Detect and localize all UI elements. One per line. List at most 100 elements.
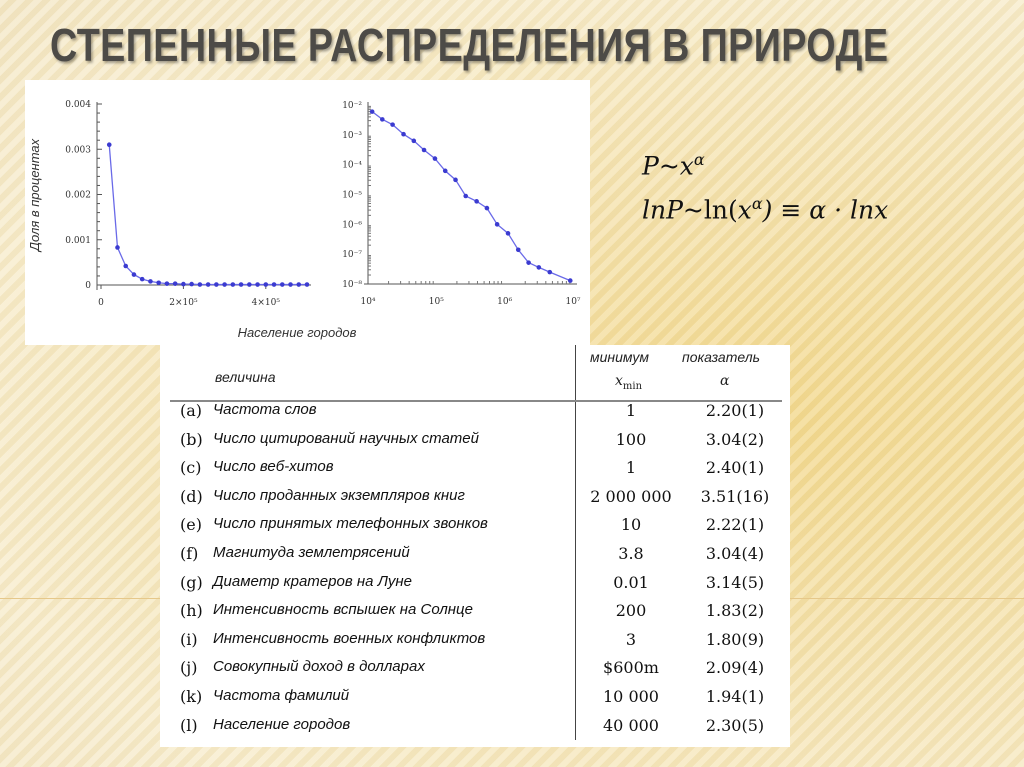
y-axis-label: Доля в процентах [27, 138, 42, 253]
x-tick-label: 0 [98, 298, 104, 308]
row-alpha: 2.30(5) [705, 715, 765, 735]
header-rule [170, 400, 782, 402]
formula-text: P~x [642, 151, 694, 181]
row-alpha: 2.20(1) [705, 401, 765, 420]
data-point [172, 281, 178, 286]
y-tick-label: 10⁻⁷ [342, 250, 362, 260]
data-point [304, 282, 310, 287]
data-point [474, 199, 479, 204]
charts-panel: 0 0.001 0.002 0.003 0.004 0 2×10⁵ 4×10⁵ Доля в п… [25, 80, 590, 345]
data-point [296, 282, 302, 287]
data-point [148, 279, 153, 284]
row-name: Магнитуда землетрясений [213, 544, 410, 561]
row-xmin: 3.8 [618, 544, 644, 563]
row-name: Частота слов [213, 401, 317, 418]
row-name: Число принятых телефонных звонков [213, 515, 488, 533]
data-point [515, 247, 521, 253]
table-row: (l) Население городов 40 000 2.30(5) [160, 716, 790, 744]
row-label: (h) [180, 601, 203, 621]
data-point [505, 231, 511, 236]
data-point [421, 147, 427, 153]
data-point [197, 282, 203, 287]
table-row: (c) Число веб-хитов 1 2.40(1) [160, 458, 790, 486]
row-xmin: 1 [625, 458, 637, 478]
x-tick-label: 4×10⁵ [252, 298, 281, 308]
data-point [189, 281, 194, 287]
table-row: (g) Диаметр кратеров на Луне 0.01 3.14(5) [160, 573, 790, 601]
y-tick-label: 0.001 [65, 236, 91, 246]
row-name: Число веб-хитов [213, 458, 334, 476]
row-name: Население городов [213, 715, 351, 733]
row-xmin: 2 000 000 [590, 486, 672, 506]
row-name: Число цитирований научных статей [213, 429, 479, 447]
y-tick-label: 0.004 [65, 100, 91, 110]
data-point [238, 282, 244, 287]
x-tick-label: 2×10⁵ [169, 298, 198, 308]
header-exponent: показатель [682, 349, 760, 365]
row-xmin: 10 [620, 515, 642, 535]
data-point [181, 281, 186, 287]
data-point [106, 142, 112, 148]
formula-text: x [737, 195, 752, 225]
column-divider [575, 345, 576, 740]
data-point [205, 282, 211, 287]
table-row: (a) Частота слов 1 2.20(1) [160, 401, 790, 429]
data-point [255, 282, 260, 287]
y-tick-label: 10⁻² [342, 101, 362, 111]
row-alpha: 3.04(4) [705, 544, 765, 563]
data-point [115, 245, 120, 250]
row-label: (l) [180, 715, 198, 735]
x-axis-label: Население городов [238, 325, 357, 340]
data-point [463, 193, 468, 199]
formula-exponent: α [693, 150, 705, 169]
row-label: (k) [180, 687, 203, 706]
row-label: (j) [180, 658, 198, 678]
data-point [214, 282, 219, 287]
row-label: (c) [180, 458, 202, 478]
data-point [139, 276, 145, 282]
y-tick-label: 0.002 [65, 191, 91, 201]
row-name: Число проданных экземпляров книг [213, 486, 465, 504]
data-point [369, 109, 375, 114]
data-point [526, 260, 531, 265]
row-xmin: 10 000 [603, 687, 659, 706]
row-alpha: 3.14(5) [705, 572, 765, 592]
table-row: (j) Совокупный доход в долларах $600m 2.09(… [160, 658, 790, 686]
charts-svg: 0 0.001 0.002 0.003 0.004 0 2×10⁵ 4×10⁵ Доля в п… [27, 100, 581, 340]
data-point [380, 117, 385, 122]
data-point [164, 281, 170, 286]
row-label: (i) [180, 629, 198, 649]
table-row: (f) Магнитуда землетрясений 3.8 3.04(4) [160, 544, 790, 572]
row-xmin: $600m [603, 658, 659, 678]
row-xmin: 1 [625, 401, 637, 420]
data-point [453, 177, 458, 183]
data-point [432, 156, 438, 161]
formula-text: ) ≡ α · lnx [762, 195, 889, 225]
formula-log: lnP~ln(xα) ≡ α · lnx [642, 194, 888, 224]
row-alpha: 3.51(16) [700, 486, 770, 506]
row-xmin: 3 [625, 629, 637, 649]
formula-exponent: α [751, 194, 763, 213]
row-alpha: 2.40(1) [705, 458, 765, 478]
row-label: (d) [180, 486, 203, 506]
table-row: (i) Интенсивность военных конфликтов 3 1.80… [160, 630, 790, 658]
y-tick-label: 0 [85, 281, 91, 291]
table-row: (e) Число принятых телефонных звонков 10 2.… [160, 515, 790, 543]
header-exponent-symbol: α [720, 373, 730, 389]
data-point [131, 272, 137, 277]
data-point [567, 278, 573, 283]
y-tick-label: 10⁻⁴ [342, 161, 362, 171]
header-quantity: величина [215, 369, 276, 385]
data-point [442, 168, 448, 174]
row-label: (g) [180, 572, 203, 592]
series-line [371, 111, 571, 282]
row-alpha: 1.80(9) [705, 629, 765, 649]
row-name: Частота фамилий [213, 687, 350, 704]
row-name: Интенсивность военных конфликтов [213, 629, 486, 647]
series-line [108, 144, 307, 286]
data-point [484, 205, 490, 211]
row-alpha: 1.83(2) [705, 601, 765, 621]
y-tick-label: 10⁻³ [342, 131, 362, 141]
table-row: (b) Число цитирований научных статей 100 3.… [160, 430, 790, 458]
data-point [494, 222, 500, 227]
